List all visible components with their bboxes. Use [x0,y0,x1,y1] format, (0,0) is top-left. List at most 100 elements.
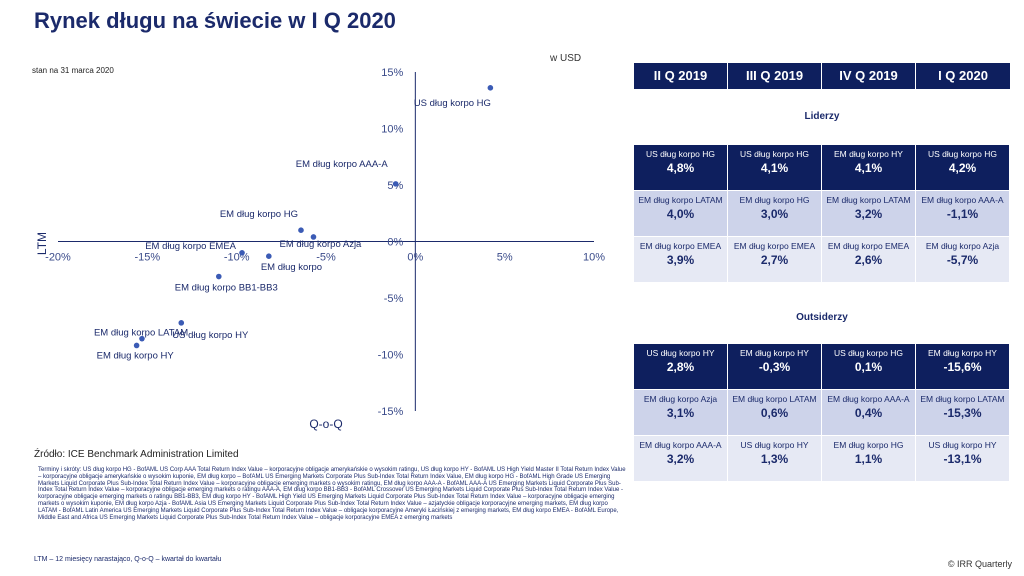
index-name: EM dług korpo HY [928,348,997,358]
x-tick-label: 5% [497,252,513,264]
data-point [216,273,222,280]
scatter-chart: -20%-15%-10%-5%0%5%10%15%10%5%0%-5%-10%-… [35,67,605,431]
return-value: 3,0% [760,207,789,221]
index-name: EM dług korpo LATAM [732,394,817,404]
y-tick-label: 15% [381,67,403,79]
return-value: 2,8% [666,360,695,374]
return-value: 3,2% [854,207,883,221]
x-tick-label: -20% [45,252,71,264]
data-point [310,234,317,240]
point-label: EM dług korpo HY [97,350,175,361]
outsiders-cell: US dług korpo HG 0,1% [822,344,916,390]
outsiders-cell: EM dług korpo AAA-A 0,4% [822,390,916,436]
outsiders-cell: EM dług korpo LATAM -15,3% [916,390,1010,436]
y-tick-label: -10% [378,350,404,362]
x-tick-label: -5% [316,252,336,264]
x-tick-label: -10% [224,252,250,264]
point-label: US dług korpo HY [172,330,249,341]
outsiders-title: Outsiderzy [796,312,848,323]
data-point [133,342,140,349]
outsiders-cell: EM dług korpo Azja 3,1% [634,390,728,436]
header-q4-2019: IV Q 2019 [822,63,916,89]
index-name: US dług korpo HY [928,440,997,450]
y-tick-label: -15% [378,406,404,418]
return-value: 3,1% [666,406,695,420]
data-point [392,181,399,187]
point-label: EM dług korpo Azja [279,239,362,250]
leaders-cell: EM dług korpo HG 3,0% [728,191,822,237]
index-name: EM dług korpo Azja [643,394,718,404]
index-name: US dług korpo HG [834,348,903,358]
index-name: EM dług korpo EMEA [639,241,722,251]
outsiders-cell: US dług korpo HY -13,1% [916,436,1010,482]
date-note: stan na 31 marca 2020 [32,66,114,75]
return-value: 3,2% [666,452,695,466]
leaders-cell: US dług korpo HG 4,8% [634,145,728,191]
point-label: EM dług korpo AAA-A [296,159,389,170]
return-value: 0,4% [854,406,883,420]
index-name: EM dług korpo AAA-A [921,195,1004,205]
quarter-header-row: II Q 2019 III Q 2019 IV Q 2019 I Q 2020 [634,63,1010,89]
return-value: 4,8% [666,161,695,175]
leaders-cell: EM dług korpo EMEA 3,9% [634,237,728,283]
terms-note: Terminy i skróty: US dług korpo HG - Bof… [38,467,626,521]
index-name: EM dług korpo Azja [925,241,1000,251]
outsiders-cell: US dług korpo HY 2,8% [634,344,728,390]
return-value: 4,0% [666,207,695,221]
outsiders-cell: EM dług korpo AAA-A 3,2% [634,436,728,482]
return-value: 0,1% [854,360,883,374]
index-name: US dług korpo HG [928,149,997,159]
data-point [487,85,494,91]
return-value: 0,6% [760,406,789,420]
header-q1-2020: I Q 2020 [938,68,988,83]
leaders-cell: EM dług korpo HY 4,1% [822,145,916,191]
data-point [178,320,185,326]
leaders-cell: EM dług korpo LATAM 4,0% [634,191,728,237]
header-q3-2019: III Q 2019 [728,63,822,89]
return-value: 1,1% [854,452,883,466]
return-value: -13,1% [943,452,982,466]
x-axis-title: Q-o-Q [309,417,342,431]
leaders-cell: US dług korpo HG 4,1% [728,145,822,191]
point-label: US dług korpo HG [414,98,491,109]
index-name: US dług korpo HY [646,348,715,358]
return-value: 1,3% [760,452,789,466]
leaders-table: US dług korpo HG 4,8% US dług korpo HG 4,1%… [634,145,1010,283]
outsiders-cell: EM dług korpo HY -0,3% [728,344,822,390]
y-tick-label: -5% [384,293,404,305]
data-point [239,250,245,256]
return-value: 3,9% [666,253,695,267]
index-name: EM dług korpo HY [740,348,809,358]
index-name: EM dług korpo EMEA [733,241,816,251]
point-label: EM dług korpo [261,262,322,273]
return-value: -15,3% [943,406,982,420]
leaders-cell: EM dług korpo EMEA 2,6% [822,237,916,283]
source-note: Źródło: ICE Benchmark Administration Lim… [34,449,239,460]
point-label: EM dług korpo LATAM [94,328,188,339]
index-name: EM dług korpo AAA-A [827,394,910,404]
point-label: EM dług korpo EMEA [145,241,236,252]
index-name: US dług korpo HG [646,149,715,159]
point-label: EM dług korpo BB1-BB3 [175,283,278,294]
index-name: EM dług korpo LATAM [920,394,1005,404]
return-value: -0,3% [758,360,791,374]
x-tick-label: -15% [134,252,160,264]
return-value: 2,6% [854,253,883,267]
return-value: 4,2% [948,161,977,175]
index-name: EM dług korpo HG [833,440,904,450]
index-name: EM dług korpo AAA-A [639,440,722,450]
data-point [298,227,304,233]
data-point [139,335,145,342]
leaders-cell: US dług korpo HG 4,2% [916,145,1010,191]
ltm-note: LTM – 12 miesięcy narastająco, Q-o-Q – k… [34,556,222,563]
leaders-title: Liderzy [804,111,840,122]
index-name: US dług korpo HY [740,440,809,450]
index-name: EM dług korpo LATAM [826,195,911,205]
leaders-cell: EM dług korpo EMEA 2,7% [728,237,822,283]
outsiders-cell: EM dług korpo HY -15,6% [916,344,1010,390]
outsiders-cell: EM dług korpo LATAM 0,6% [728,390,822,436]
outsiders-cell: EM dług korpo HG 1,1% [822,436,916,482]
index-name: EM dług korpo EMEA [827,241,910,251]
leaders-cell: EM dług korpo Azja -5,7% [916,237,1010,283]
outsiders-table: US dług korpo HY 2,8% EM dług korpo HY -0,3… [634,344,1010,482]
